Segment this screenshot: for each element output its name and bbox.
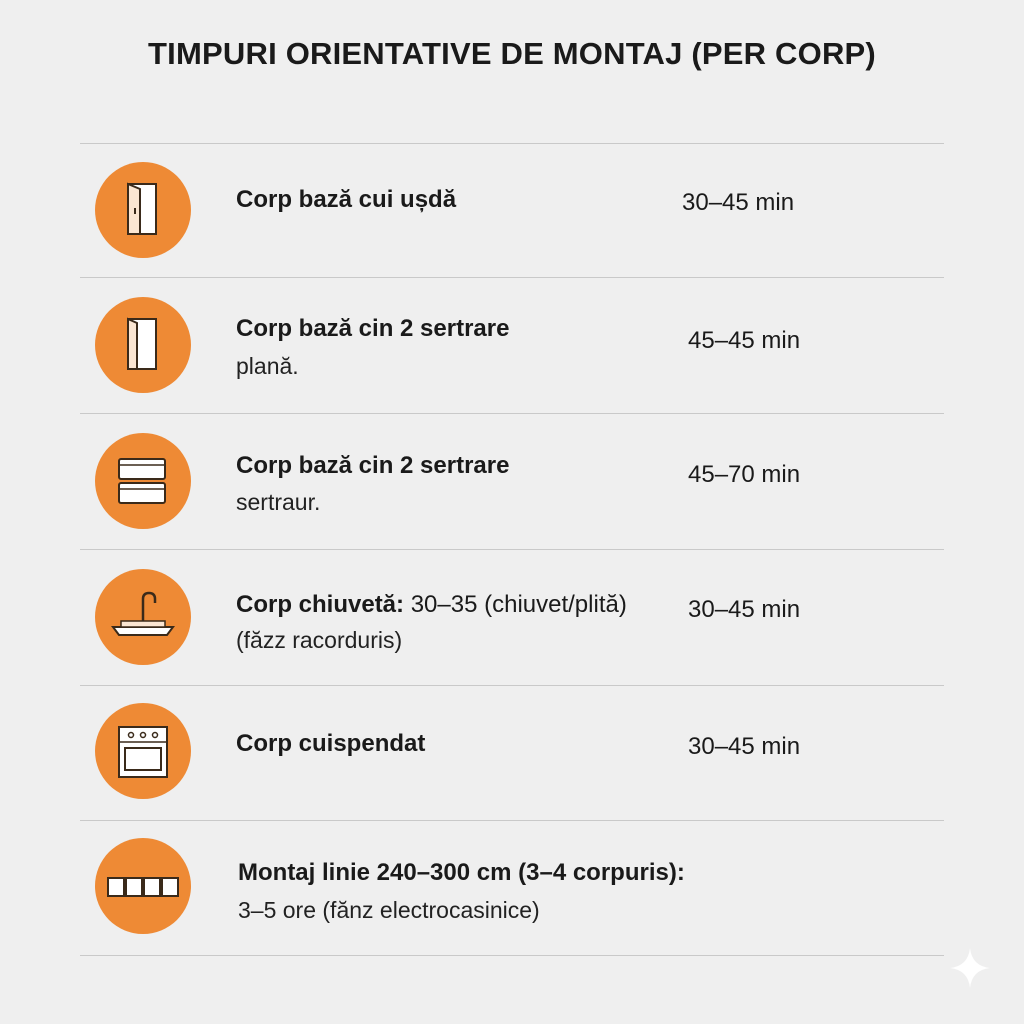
oven-icon xyxy=(95,703,191,799)
divider xyxy=(80,413,944,414)
door-icon xyxy=(95,297,191,393)
row-label: Corp bază cin 2 sertrare xyxy=(236,315,509,343)
sink-icon xyxy=(95,569,191,665)
time: 30–45 min xyxy=(688,596,801,623)
time: 45–70 min xyxy=(688,461,801,488)
label: Corp bază cin 2 sertrare xyxy=(236,452,510,479)
divider xyxy=(80,685,944,686)
note: 30–35 (chiuvet/plită) xyxy=(404,591,627,618)
time: 30–45 min xyxy=(688,733,801,760)
label: Corp cuispendat xyxy=(236,730,426,757)
row-label: Corp bază cui ușdă xyxy=(236,186,456,214)
row-label: Corp cuispendat xyxy=(236,730,425,758)
divider xyxy=(80,277,944,278)
divider xyxy=(80,820,944,821)
detail: 3–5 ore (fănz electrocasinice) xyxy=(238,897,540,923)
divider xyxy=(80,955,944,956)
time: 45–45 min xyxy=(688,327,801,354)
time: 30–45 min xyxy=(682,189,795,216)
row-label: Corp bază cin 2 sertrare xyxy=(236,452,509,480)
row-label: Montaj linie 240–300 cm (3–4 corpuris): xyxy=(238,859,685,887)
detail: plană. xyxy=(236,353,299,379)
door-icon xyxy=(95,162,191,258)
label: Montaj linie 240–300 cm (3–4 corpuris): xyxy=(238,859,685,886)
cabinets-icon xyxy=(95,838,191,934)
sparkle xyxy=(950,948,990,988)
drawers-icon xyxy=(95,433,191,529)
label: Corp bază cui ușdă xyxy=(236,186,457,213)
label: Corp bază cin 2 sertrare xyxy=(236,315,510,342)
label: Corp chiuvetă: xyxy=(236,591,405,618)
detail: sertraur. xyxy=(236,489,321,515)
divider xyxy=(80,143,944,144)
title: TIMPURI ORIENTATIVE DE MONTAJ (PER CORP) xyxy=(148,36,876,71)
divider xyxy=(80,549,944,550)
row-label: Corp chiuvetă: 30–35 (chiuvet/plită) xyxy=(236,591,627,619)
detail: (făzz racorduris) xyxy=(236,627,403,653)
